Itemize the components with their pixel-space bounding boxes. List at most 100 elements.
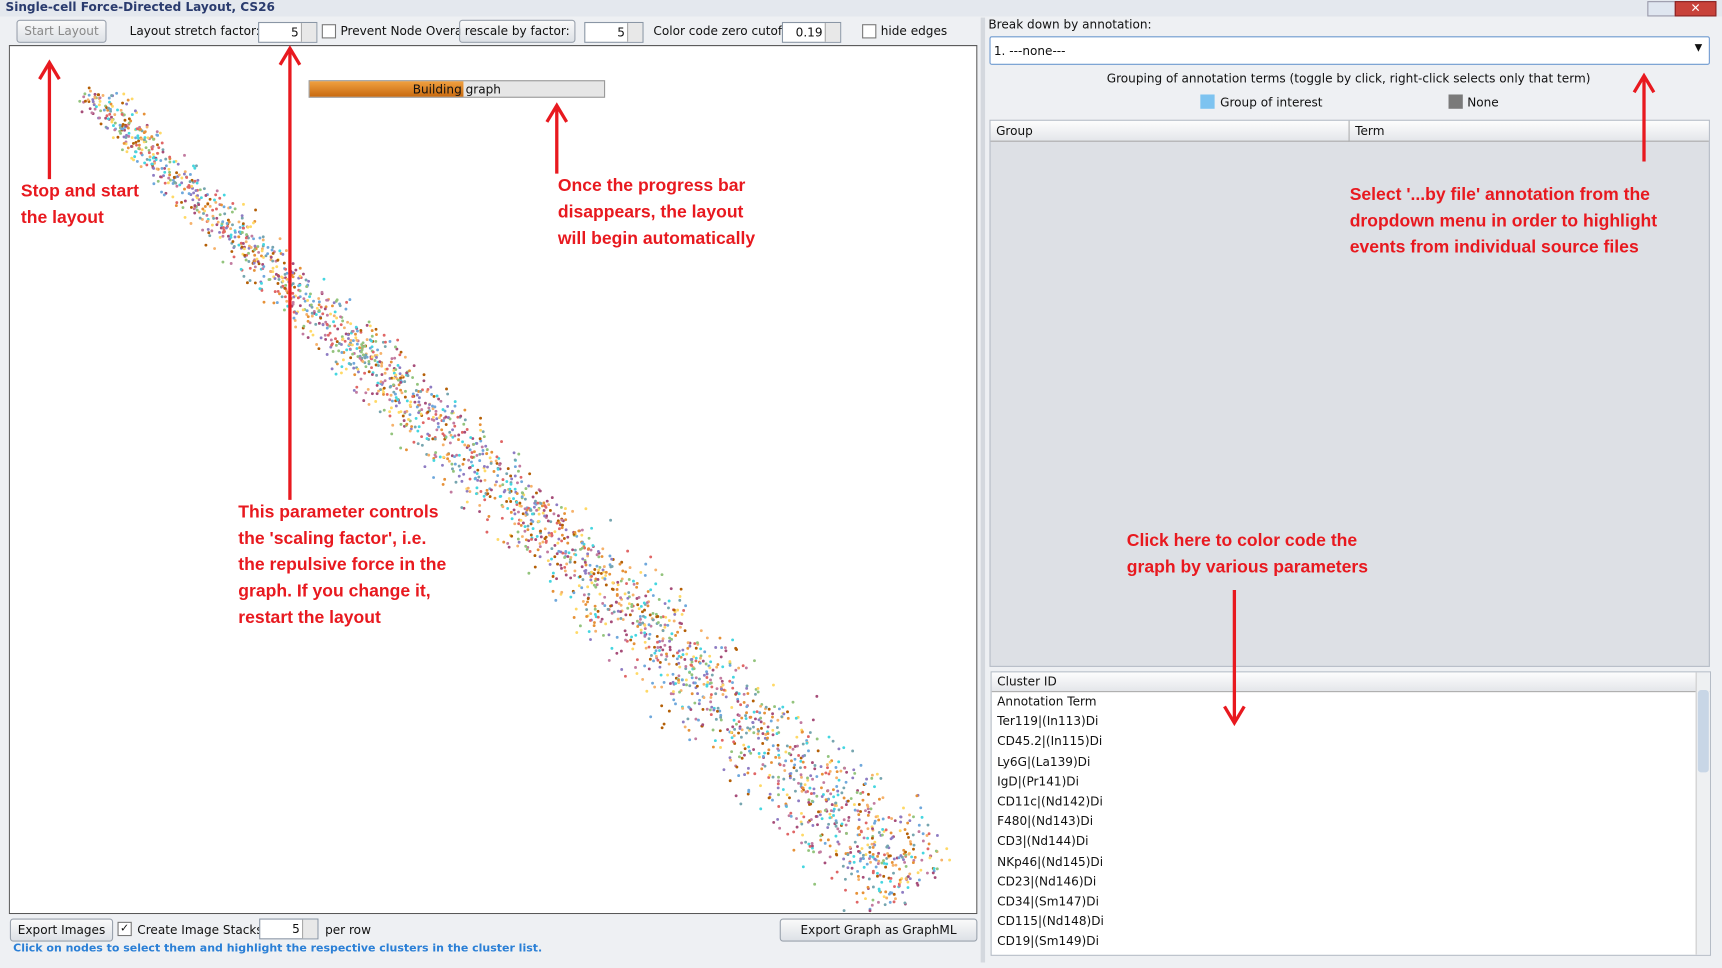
graph-node[interactable] <box>809 774 813 778</box>
graph-node[interactable] <box>875 772 879 776</box>
graph-node[interactable] <box>317 303 321 307</box>
graph-node[interactable] <box>195 164 198 168</box>
graph-node[interactable] <box>507 545 511 549</box>
graph-node[interactable] <box>862 836 866 840</box>
graph-node[interactable] <box>635 581 639 585</box>
graph-node[interactable] <box>334 372 338 376</box>
graph-node[interactable] <box>615 651 619 655</box>
graph-node[interactable] <box>800 789 804 793</box>
graph-node[interactable] <box>501 483 505 487</box>
graph-node[interactable] <box>399 376 402 380</box>
graph-node[interactable] <box>908 813 911 817</box>
graph-node[interactable] <box>130 136 134 139</box>
graph-node[interactable] <box>734 794 738 798</box>
graph-node[interactable] <box>197 210 201 214</box>
graph-node[interactable] <box>399 388 403 392</box>
graph-node[interactable] <box>908 877 912 881</box>
graph-node[interactable] <box>341 337 345 341</box>
graph-node[interactable] <box>388 398 392 402</box>
graph-node[interactable] <box>334 337 337 341</box>
graph-node[interactable] <box>363 344 367 348</box>
graph-node[interactable] <box>873 819 877 823</box>
graph-node[interactable] <box>660 726 664 730</box>
graph-node[interactable] <box>130 97 134 101</box>
graph-node[interactable] <box>180 200 183 204</box>
graph-node[interactable] <box>304 292 308 296</box>
graph-node[interactable] <box>761 755 765 758</box>
graph-node[interactable] <box>252 221 255 225</box>
graph-node[interactable] <box>877 851 880 855</box>
graph-node[interactable] <box>920 858 924 862</box>
graph-node[interactable] <box>458 468 462 472</box>
graph-node[interactable] <box>811 846 814 850</box>
graph-node[interactable] <box>604 574 608 577</box>
graph-node[interactable] <box>678 665 682 669</box>
graph-node[interactable] <box>127 131 131 135</box>
graph-node[interactable] <box>747 790 751 794</box>
graph-node[interactable] <box>383 371 387 375</box>
graph-node[interactable] <box>644 646 648 650</box>
graph-node[interactable] <box>702 696 706 699</box>
graph-node[interactable] <box>474 476 477 480</box>
graph-node[interactable] <box>485 530 489 534</box>
graph-node[interactable] <box>427 406 431 410</box>
graph-node[interactable] <box>231 223 234 227</box>
graph-node[interactable] <box>568 560 572 564</box>
graph-node[interactable] <box>719 676 723 680</box>
graph-node[interactable] <box>584 563 588 567</box>
graph-node[interactable] <box>735 722 738 726</box>
graph-node[interactable] <box>604 570 608 574</box>
graph-node[interactable] <box>414 389 418 392</box>
graph-node[interactable] <box>411 392 415 396</box>
graph-node[interactable] <box>381 381 385 384</box>
graph-node[interactable] <box>816 823 819 827</box>
graph-node[interactable] <box>643 608 646 612</box>
graph-node[interactable] <box>909 842 913 846</box>
graph-node[interactable] <box>571 548 575 552</box>
graph-node[interactable] <box>566 541 570 545</box>
graph-node[interactable] <box>417 400 421 404</box>
graph-node[interactable] <box>355 385 359 389</box>
graph-node[interactable] <box>663 623 667 627</box>
graph-node[interactable] <box>610 557 614 561</box>
graph-node[interactable] <box>619 649 623 653</box>
graph-node[interactable] <box>403 355 407 359</box>
graph-node[interactable] <box>475 472 479 475</box>
graph-node[interactable] <box>596 615 600 619</box>
graph-node[interactable] <box>218 196 222 200</box>
graph-node[interactable] <box>271 266 275 270</box>
graph-node[interactable] <box>559 563 563 567</box>
graph-node[interactable] <box>601 601 605 605</box>
graph-node[interactable] <box>134 140 138 144</box>
graph-node[interactable] <box>782 712 786 716</box>
graph-node[interactable] <box>468 477 472 481</box>
graph-node[interactable] <box>571 509 575 513</box>
graph-node[interactable] <box>319 316 323 320</box>
graph-node[interactable] <box>651 618 655 622</box>
overlap-checkbox[interactable] <box>321 24 337 39</box>
graph-node[interactable] <box>618 562 622 566</box>
graph-node[interactable] <box>893 885 896 888</box>
graph-node[interactable] <box>839 769 843 773</box>
graph-node[interactable] <box>397 383 401 387</box>
graph-node[interactable] <box>551 571 555 575</box>
graph-node[interactable] <box>555 552 559 556</box>
graph-node[interactable] <box>394 392 397 396</box>
graph-node[interactable] <box>879 777 883 780</box>
graph-node[interactable] <box>177 173 181 177</box>
graph-node[interactable] <box>645 689 649 693</box>
graph-node[interactable] <box>658 649 661 652</box>
graph-node[interactable] <box>415 393 419 397</box>
graph-node[interactable] <box>861 891 865 895</box>
graph-node[interactable] <box>340 351 344 354</box>
graph-node[interactable] <box>829 792 833 796</box>
graph-node[interactable] <box>169 178 172 182</box>
graph-node[interactable] <box>517 540 521 544</box>
graph-node[interactable] <box>461 440 464 444</box>
graph-node[interactable] <box>643 640 647 644</box>
graph-node[interactable] <box>783 769 787 772</box>
graph-node[interactable] <box>429 385 433 389</box>
graph-node[interactable] <box>866 885 870 889</box>
graph-node[interactable] <box>537 512 541 516</box>
graph-node[interactable] <box>751 699 755 703</box>
